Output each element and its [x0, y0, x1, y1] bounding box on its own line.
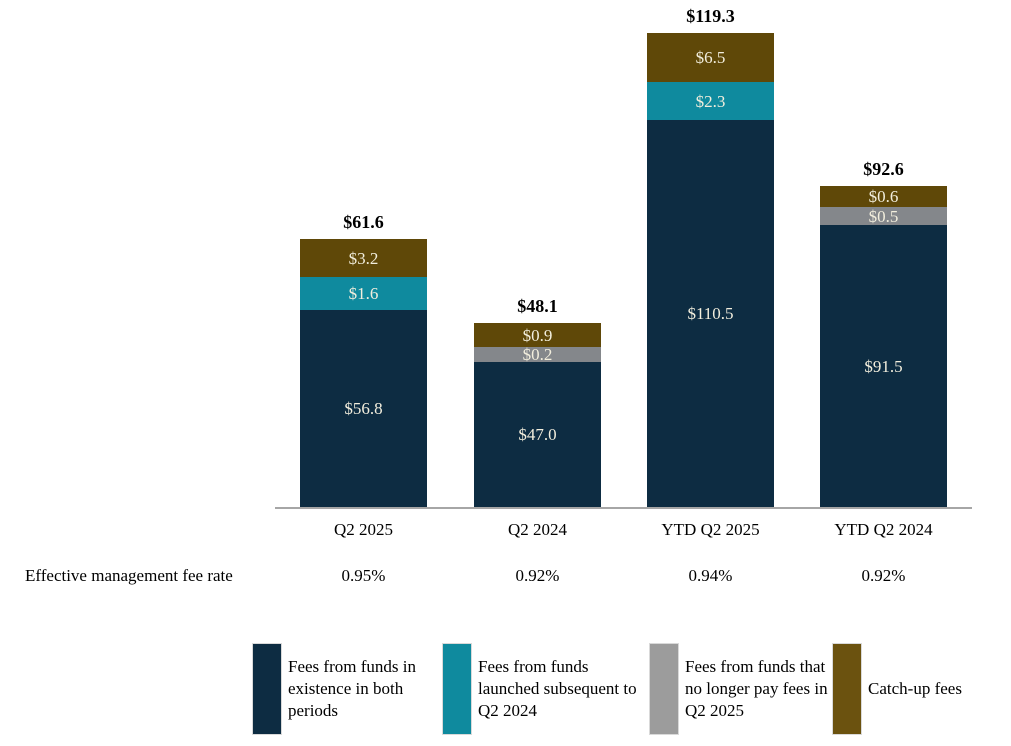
- bar-segment-value-label: $1.6: [348, 284, 379, 303]
- legend-item: Catch-up fees: [832, 643, 993, 735]
- effective-fee-rate-value: 0.94%: [688, 566, 733, 585]
- effective-fee-rate-label: Effective management fee rate: [25, 566, 233, 585]
- bar-total-label: $119.3: [686, 6, 735, 26]
- bar-total-label: $61.6: [343, 212, 384, 232]
- x-axis-line: [275, 507, 972, 509]
- bar-total-label: $92.6: [863, 159, 904, 179]
- bar-segment: $47.0: [474, 362, 601, 507]
- effective-fee-rate-value: 0.92%: [861, 566, 906, 585]
- bar-segment: $2.3: [647, 82, 774, 120]
- bar-segment-value-label: $3.2: [348, 248, 379, 268]
- bar-segment: $0.2: [474, 345, 601, 364]
- bar-segment: $56.8: [300, 310, 427, 507]
- category-label: Q2 2024: [507, 520, 568, 539]
- legend-swatch: [832, 643, 862, 735]
- category-label: Q2 2025: [333, 520, 394, 539]
- bar-segment-value-label: $47.0: [518, 425, 557, 444]
- bar-segment: $1.6: [300, 277, 427, 310]
- bar-segment-value-label: $0.2: [522, 345, 553, 364]
- bar-segment: $3.2: [300, 239, 427, 277]
- legend-label: Fees from funds that no longer pay fees …: [685, 657, 828, 720]
- bar-segment: $0.5: [820, 207, 947, 225]
- legend-swatch: [252, 643, 282, 735]
- category-label: YTD Q2 2025: [661, 520, 760, 539]
- legend-item: Fees from funds that no longer pay fees …: [649, 643, 830, 735]
- bar-segment: $91.5: [820, 225, 947, 507]
- effective-fee-rate-value: 0.92%: [515, 566, 560, 585]
- bar-segment-value-label: $56.8: [344, 399, 383, 418]
- legend-swatch: [442, 643, 472, 735]
- bar-segment-value-label: $2.3: [695, 91, 726, 111]
- legend-label: Catch-up fees: [868, 679, 962, 698]
- bar-segment-value-label: $6.5: [695, 48, 726, 67]
- category-label: YTD Q2 2024: [834, 520, 933, 539]
- effective-fee-rate-value: 0.95%: [341, 566, 386, 585]
- legend-swatch: [649, 643, 679, 735]
- bar-segment: $0.6: [820, 186, 947, 207]
- bar-segment-value-label: $110.5: [687, 304, 734, 323]
- bar-segment-value-label: $0.5: [868, 206, 899, 226]
- bar-segment-value-label: $0.6: [868, 187, 899, 206]
- legend-label: Fees from funds launched subsequent to Q…: [478, 657, 637, 720]
- legend-item: Fees from funds launched subsequent to Q…: [442, 643, 653, 735]
- bar-segment-value-label: $91.5: [864, 356, 903, 376]
- legend-item: Fees from funds in existence in both per…: [252, 643, 428, 735]
- bar-total-label: $48.1: [517, 296, 558, 316]
- bar-segment: $6.5: [647, 33, 774, 82]
- bar-segment: $110.5: [647, 120, 774, 507]
- legend-label: Fees from funds in existence in both per…: [288, 657, 416, 720]
- bar-segment-value-label: $0.9: [522, 325, 553, 345]
- bar-segment: $0.9: [474, 323, 601, 347]
